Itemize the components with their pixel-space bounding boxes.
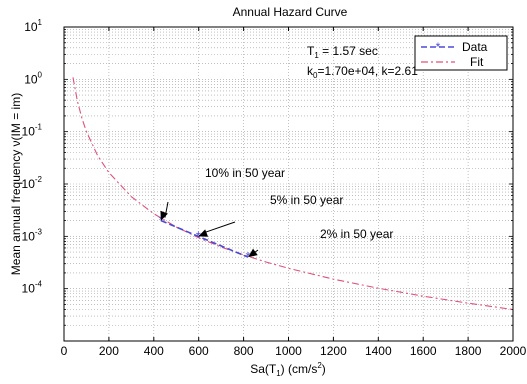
legend-box	[414, 35, 508, 71]
x-tick-label: 600	[189, 344, 209, 358]
x-tick-label: 1400	[365, 344, 392, 358]
fit-series-line	[72, 77, 514, 311]
x-axis-label: Sa(T1) (cm/s2)	[250, 361, 326, 378]
annotation-arrow-label: 2% in 50 year	[320, 227, 393, 241]
annotation-arrow-label: 5% in 50 year	[270, 193, 343, 207]
axis-ticks: 0 200 400 600 800 1000 1200 1400 1600 1800 2000 10-…	[22, 18, 527, 358]
annotation-arrow-head	[198, 229, 209, 237]
x-tick-label: 1000	[275, 344, 302, 358]
period-annotation: T1 = 1.57 sec	[307, 44, 378, 60]
x-tick-label: 200	[99, 344, 119, 358]
x-tick-label: 2000	[500, 344, 527, 358]
legend-data-marker: *	[436, 40, 441, 54]
y-tick-label: 10-3	[22, 227, 43, 243]
data-point-marker: *	[196, 228, 201, 243]
x-tick-label: 0	[61, 344, 68, 358]
y-tick-label: 101	[24, 18, 42, 34]
chart-title: Annual Hazard Curve	[233, 5, 348, 19]
fit-parameters-annotation: k0=1.70e+04, k=2.61	[307, 64, 418, 80]
parameter-annotation: T1 = 1.57 sec k0=1.70e+04, k=2.61	[307, 44, 418, 80]
y-tick-label: 10-2	[22, 175, 43, 191]
legend-fit-label: Fit	[470, 55, 484, 69]
annotation-arrow-label: 10% in 50 year	[205, 166, 285, 180]
y-axis-label: Mean annual frequency ν(IM = im)	[9, 93, 23, 275]
y-tick-label: 10-1	[22, 123, 43, 139]
x-tick-label: 1800	[455, 344, 482, 358]
annotation-arrow-line	[202, 221, 236, 234]
grid-lines	[64, 27, 513, 341]
legend: * Data Fit	[414, 35, 508, 71]
x-tick-label: 400	[144, 344, 164, 358]
annotation-arrows: 10% in 50 year 5% in 50 year 2% in 50 year	[160, 166, 393, 258]
annotation-arrow-head	[248, 248, 258, 258]
y-tick-label: 10-4	[22, 280, 43, 296]
data-point-marker: *	[246, 249, 251, 264]
x-tick-label: 1600	[410, 344, 437, 358]
y-tick-label: 100	[24, 70, 42, 86]
x-tick-label: 1200	[320, 344, 347, 358]
annotation-arrow-head	[160, 210, 168, 221]
x-tick-label: 800	[234, 344, 254, 358]
legend-data-label: Data	[462, 40, 488, 54]
